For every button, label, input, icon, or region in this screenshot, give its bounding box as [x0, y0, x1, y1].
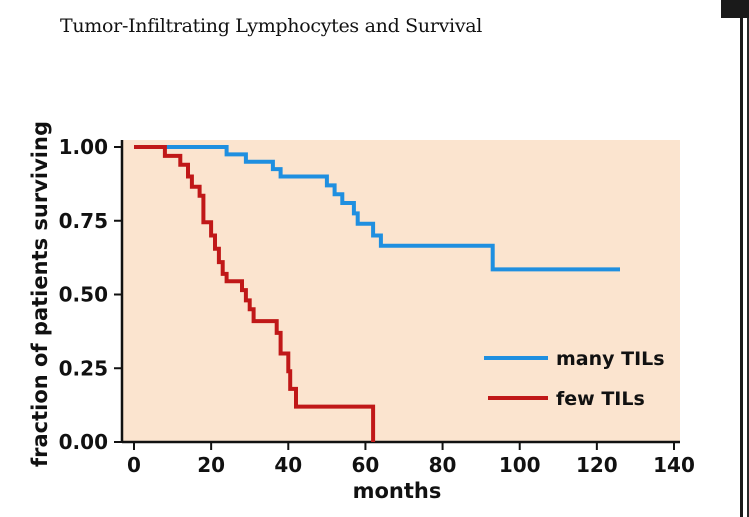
window-frame-corner	[721, 0, 749, 18]
window-frame-edge-outer	[747, 0, 749, 517]
x-tick-label: 0	[127, 453, 141, 477]
legend-label: few TILs	[556, 388, 645, 410]
y-tick-label: 0.25	[59, 356, 108, 380]
series-line-many-tils	[134, 145, 620, 272]
x-ticks: 0 20 40 60 80 100 120 140	[127, 442, 695, 477]
legend-label: many TILs	[556, 348, 665, 370]
series-lines	[134, 145, 620, 442]
y-axis-label: fraction of patients surviving	[28, 121, 52, 467]
y-tick-label: 0.50	[59, 283, 108, 307]
series-line-few-tils	[134, 145, 376, 442]
x-tick-label: 60	[352, 453, 380, 477]
y-tick-label: 0.00	[59, 430, 108, 454]
x-axis-label: months	[353, 479, 442, 503]
x-tick-label: 20	[197, 453, 225, 477]
y-ticks: 0.00 0.25 0.50 0.75 1.00	[59, 135, 122, 454]
x-tick-label: 80	[429, 453, 457, 477]
y-tick-label: 1.00	[59, 135, 108, 159]
page-title: Tumor-Infiltrating Lymphocytes and Survi…	[60, 15, 483, 37]
x-tick-label: 40	[274, 453, 302, 477]
axes	[120, 140, 680, 444]
x-tick-label: 120	[576, 453, 618, 477]
x-tick-label: 140	[653, 453, 695, 477]
window-frame-edge	[740, 0, 743, 517]
x-tick-label: 100	[499, 453, 541, 477]
plot-background	[122, 140, 680, 442]
legend: many TILs few TILs	[484, 348, 665, 410]
y-tick-label: 0.75	[59, 209, 108, 233]
